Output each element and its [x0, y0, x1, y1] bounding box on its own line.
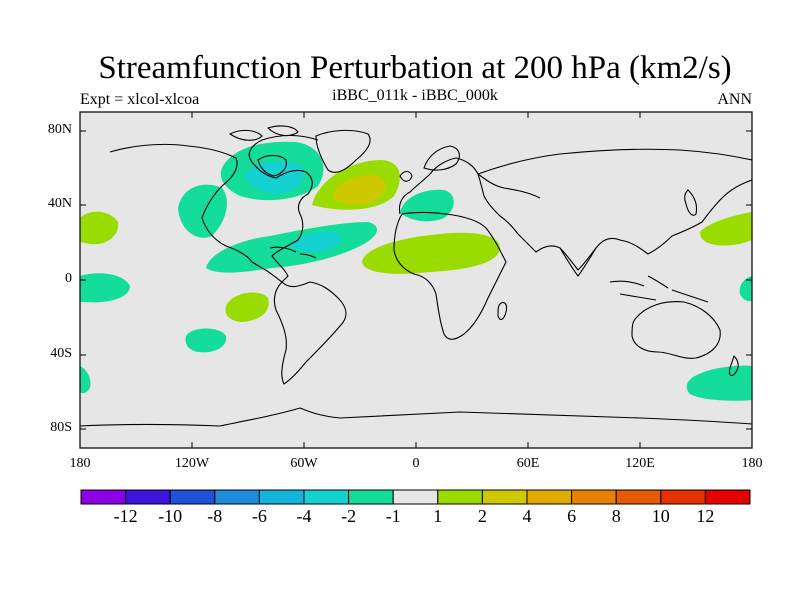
coastline-new-zealand — [728, 355, 739, 377]
tropical-east-pacific-low — [80, 273, 130, 303]
colorbar-label: 1 — [433, 506, 443, 526]
colorbar-box — [615, 489, 662, 505]
lon-label-180-right: 180 — [741, 456, 763, 471]
colorbar-box — [392, 489, 439, 505]
western-pacific-high — [700, 212, 752, 246]
coastline-europe — [398, 157, 541, 215]
colorbar-label: 2 — [477, 506, 487, 526]
south-america-west-high — [225, 292, 269, 322]
coastlines — [80, 125, 752, 427]
lat-label-0: 0 — [65, 271, 72, 286]
contour-fills — [80, 141, 752, 401]
colorbar-label: 6 — [567, 506, 577, 526]
coastline-japan — [684, 189, 698, 216]
lat-label-40s: 40S — [50, 346, 72, 361]
ticks — [80, 112, 752, 448]
north-atlantic-high-inner — [332, 174, 386, 205]
eastern-edge-low — [739, 276, 752, 302]
southern-ocean-low — [686, 365, 752, 401]
coastline-antarctica — [80, 407, 752, 427]
plot-title: Streamfunction Perturbation at 200 hPa (… — [98, 50, 732, 86]
colorbar-label: -6 — [251, 506, 267, 526]
right-string: ANN — [717, 91, 752, 108]
lon-label-0: 0 — [412, 456, 420, 471]
coastline-uk — [399, 170, 413, 182]
colorbar-label: -2 — [341, 506, 357, 526]
colorbar-box — [348, 489, 394, 505]
colorbar-label: -10 — [158, 506, 183, 526]
coastline-hudson-bay — [257, 154, 287, 177]
colorbar-box — [571, 489, 617, 505]
southern-edge-low-west — [80, 366, 91, 394]
colorbar-box — [303, 489, 350, 505]
lon-label-180-left: 180 — [69, 456, 91, 471]
central-pacific-high — [80, 211, 119, 245]
coastline-scandinavia — [423, 145, 460, 171]
lon-label-60e: 60E — [516, 456, 540, 471]
coastline-greenland — [315, 129, 371, 173]
center-string: iBBC_011k - iBBC_000k — [332, 87, 498, 104]
colorbar-box — [258, 489, 305, 505]
left-string: Expt = xlcol-xlcoa — [80, 91, 200, 108]
coastline-australia — [631, 301, 721, 359]
colorbar-label: -1 — [385, 506, 401, 526]
coastline-africa — [393, 211, 507, 340]
colorbar-label: 4 — [522, 506, 532, 526]
coastline-madagascar — [497, 301, 508, 321]
coastline-asia — [477, 148, 752, 271]
colorbar-label: -8 — [207, 506, 223, 526]
colorbar-label: -12 — [113, 506, 138, 526]
colorbar-box — [437, 489, 483, 505]
coastline-north-america — [109, 134, 319, 283]
map-background — [80, 112, 752, 448]
lon-label-60w: 60W — [290, 456, 318, 471]
colorbar-box — [169, 489, 216, 505]
colorbar-box — [481, 489, 528, 505]
colorbar — [80, 489, 751, 505]
colorbar-label: 12 — [696, 506, 715, 526]
colorbar-box — [125, 489, 171, 505]
sahara-high — [362, 232, 501, 274]
colorbar-label: -4 — [296, 506, 312, 526]
pacific-northwest-low — [178, 184, 227, 238]
lat-label-80n: 80N — [47, 122, 72, 137]
colorbar-box — [704, 489, 751, 505]
south-pacific-low — [185, 328, 227, 353]
coastline-south-america — [273, 281, 347, 385]
colorbar-label: 10 — [651, 506, 670, 526]
lat-label-40n: 40N — [47, 196, 72, 211]
caribbean-low-inner — [291, 231, 341, 252]
coastline-maritime — [609, 275, 709, 303]
colorbar-box — [80, 489, 127, 505]
colorbar-label: 8 — [611, 506, 621, 526]
coastline-arctic-islands — [229, 125, 299, 141]
lat-label-80s: 80S — [50, 420, 72, 435]
coastline-caribbean — [269, 246, 317, 259]
colorbar-box — [660, 489, 706, 505]
lon-label-120w: 120W — [174, 456, 210, 471]
colorbar-box — [526, 489, 573, 505]
lon-label-120e: 120E — [625, 456, 655, 471]
colorbar-box — [214, 489, 260, 505]
coastline-india — [559, 247, 597, 277]
